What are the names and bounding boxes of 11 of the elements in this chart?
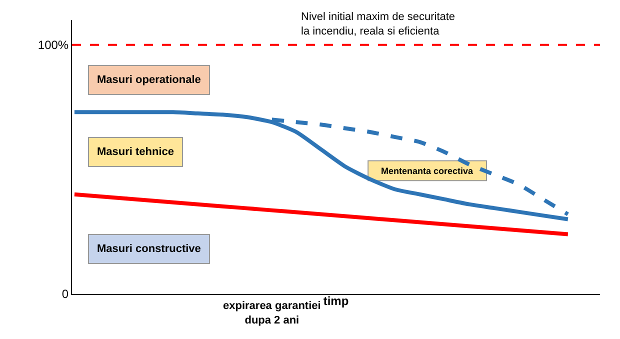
annotation: Mentenanta corectiva bbox=[381, 166, 474, 176]
x-axis-title: timp bbox=[323, 294, 349, 308]
annotation: Masuri constructive bbox=[97, 243, 201, 255]
y-tick-label: 0 bbox=[62, 287, 69, 302]
text: expirarea garantiei dupa 2 ani bbox=[223, 300, 321, 326]
y-tick-label: 100% bbox=[38, 38, 69, 52]
line-series bbox=[72, 110, 570, 222]
ref-line-label: Nivel initial maxim de securitate la incendiu, reala si eficienta bbox=[301, 11, 456, 38]
annotation: Masuri tehnice bbox=[97, 146, 174, 158]
annotation: Masuri operationale bbox=[97, 74, 201, 86]
line-series bbox=[72, 192, 570, 236]
